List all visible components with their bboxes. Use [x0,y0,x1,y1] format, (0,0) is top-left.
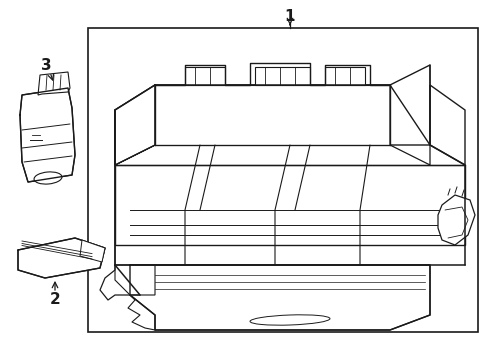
Polygon shape [130,265,430,330]
Polygon shape [438,195,475,245]
Polygon shape [20,88,75,182]
Text: 3: 3 [41,58,51,72]
Polygon shape [115,165,465,245]
Polygon shape [155,85,430,145]
Polygon shape [115,265,155,295]
Polygon shape [325,67,365,85]
Polygon shape [115,145,155,165]
Polygon shape [18,238,105,278]
Ellipse shape [34,172,62,184]
Text: 2: 2 [49,292,60,307]
Polygon shape [255,67,310,85]
Bar [88,28,478,332]
Text: 1: 1 [285,9,295,23]
Polygon shape [185,67,225,85]
Ellipse shape [250,315,330,325]
Polygon shape [155,85,390,145]
Polygon shape [115,85,155,165]
Polygon shape [38,72,70,95]
Polygon shape [80,240,105,262]
Polygon shape [115,85,155,165]
Polygon shape [430,85,465,165]
